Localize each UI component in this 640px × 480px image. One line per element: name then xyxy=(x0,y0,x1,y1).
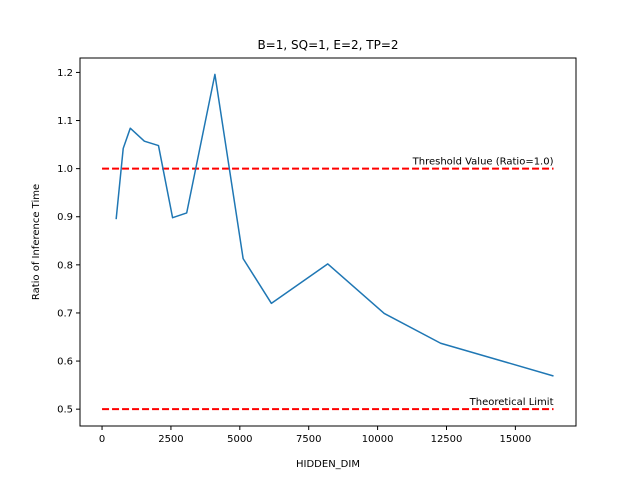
x-tick-label: 2500 xyxy=(158,434,183,445)
y-tick-label: 0.9 xyxy=(57,212,73,223)
series-line-1 xyxy=(115,73,554,377)
x-tick-label: 0 xyxy=(99,434,105,445)
x-axis-label: HIDDEN_DIM xyxy=(296,459,360,470)
x-tick-label: 5000 xyxy=(227,434,252,445)
y-tick-label: 1.0 xyxy=(57,164,73,175)
y-axis: 0.5 0.6 0.7 0.8 0.9 1.0 1.1 1.2 xyxy=(57,68,80,416)
x-axis: 0 2500 5000 7500 10000 12500 15000 xyxy=(99,426,531,445)
y-tick-label: 0.8 xyxy=(57,260,73,271)
chart-title: B=1, SQ=1, E=2, TP=2 xyxy=(257,38,398,52)
x-tick-label: 12500 xyxy=(431,434,463,445)
y-tick-label: 0.5 xyxy=(57,405,73,416)
y-tick-label: 0.7 xyxy=(57,308,73,319)
y-axis-label: Ratio of Inference Time xyxy=(31,184,42,300)
x-tick-label: 15000 xyxy=(499,434,531,445)
reference-line-label-1: Threshold Value (Ratio=1.0) xyxy=(412,157,554,168)
y-tick-label: 0.6 xyxy=(57,357,73,368)
y-tick-label: 1.2 xyxy=(57,68,73,79)
x-tick-label: 10000 xyxy=(362,434,394,445)
axes-frame xyxy=(79,57,577,427)
x-tick-label: 7500 xyxy=(296,434,321,445)
reference-line-label-2: Theoretical Limit xyxy=(469,397,554,408)
plot-area: Threshold Value (Ratio=1.0) Theoretical L… xyxy=(102,73,554,411)
y-tick-label: 1.1 xyxy=(57,116,73,127)
